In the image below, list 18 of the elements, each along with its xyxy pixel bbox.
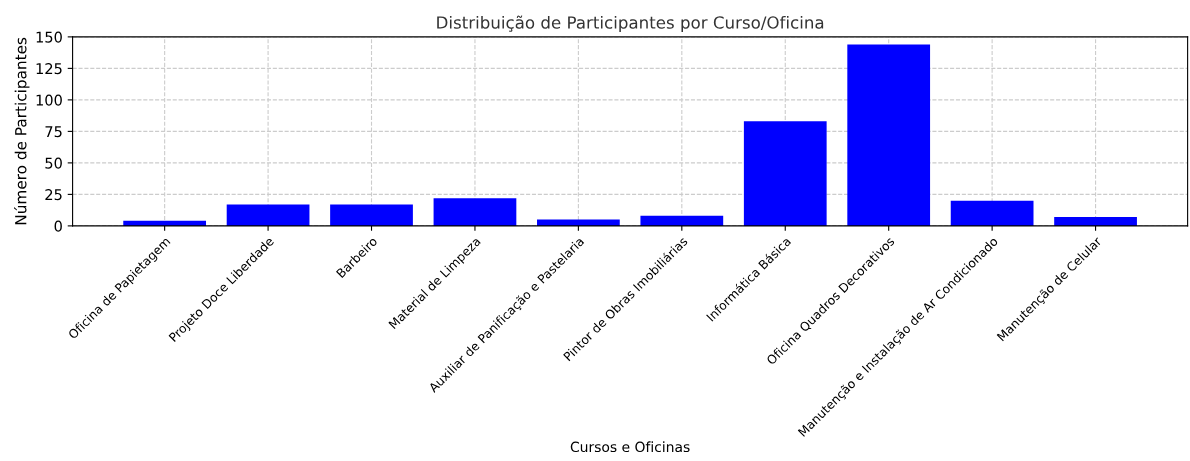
y-tick-label: 150 (36, 31, 62, 43)
x-axis-title: Cursos e Oficinas (570, 441, 690, 453)
y-tick-label: 50 (45, 157, 62, 169)
bar (640, 215, 724, 226)
bar (950, 200, 1034, 226)
y-tick-label: 100 (36, 94, 62, 106)
bar (330, 204, 413, 226)
y-tick-label: 0 (54, 220, 62, 232)
bar (847, 44, 931, 226)
y-tick-label: 25 (45, 189, 62, 201)
bar (743, 121, 827, 226)
y-tick-label: 125 (36, 63, 62, 75)
y-tick-label: 75 (45, 126, 62, 138)
bar (433, 198, 517, 226)
chart-title: Distribuição de Participantes por Curso/Oficina (437, 15, 824, 33)
y-axis-title: Número de Participantes (14, 37, 30, 225)
bar (226, 204, 310, 226)
bar (1054, 217, 1137, 226)
